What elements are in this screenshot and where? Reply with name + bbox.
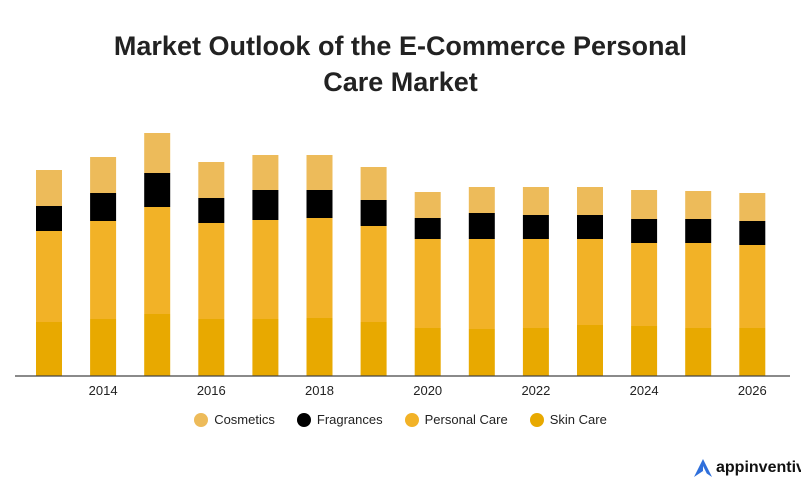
bar-skin-care-2016: [198, 319, 225, 376]
x-tick-label-2020: 2020: [413, 383, 442, 398]
bar-skin-care-2013: [36, 322, 62, 376]
bar-cosmetics-2014: [90, 157, 117, 193]
legend-label: Cosmetics: [214, 412, 275, 427]
bar-skin-care-2020: [414, 328, 441, 376]
bar-cosmetics-2017: [252, 155, 279, 190]
bar-cosmetics-2026: [739, 193, 766, 221]
bar-fragrances-2024: [631, 219, 658, 243]
bar-personal-care-2025: [685, 243, 712, 328]
appinventiv-logo: appinventiv: [693, 458, 801, 478]
bar-personal-care-2013: [36, 231, 62, 322]
bar-cosmetics-2024: [631, 190, 658, 219]
bar-fragrances-2013: [36, 206, 62, 231]
stacked-bar-chart: 2014 2016 2018 2020 2022 2024 2026: [15, 133, 790, 398]
bar-personal-care-2026: [739, 245, 766, 328]
bar-fragrances-2015: [144, 173, 171, 207]
bar-skin-care-2022: [522, 328, 549, 376]
legend-label: Skin Care: [549, 412, 607, 427]
bar-cosmetics-2022: [522, 187, 549, 215]
bar-personal-care-2017: [252, 220, 279, 319]
bar-cosmetics-2023: [577, 187, 603, 215]
legend-item-skin-care: Skin Care: [529, 412, 607, 427]
bar-fragrances-2018: [306, 190, 333, 218]
bar-fragrances-2021: [468, 213, 495, 239]
bar-fragrances-2014: [90, 193, 117, 221]
bar-personal-care-2014: [90, 221, 117, 319]
bar-personal-care-2019: [360, 226, 387, 322]
bar-skin-care-2026: [739, 328, 766, 376]
bar-skin-care-2017: [252, 319, 279, 376]
bar-cosmetics-2021: [468, 187, 495, 213]
x-tick-label-2022: 2022: [521, 383, 550, 398]
bar-fragrances-2016: [198, 198, 225, 223]
bar-skin-care-2024: [631, 326, 658, 376]
bar-personal-care-2018: [306, 218, 333, 318]
legend-item-cosmetics: Cosmetics: [194, 412, 275, 427]
bar-skin-care-2018: [306, 318, 333, 376]
appinventiv-logo-icon: [694, 459, 712, 477]
bar-personal-care-2020: [414, 239, 441, 328]
legend-swatch: [404, 412, 419, 427]
legend-item-fragrances: Fragrances: [296, 412, 383, 427]
x-tick-label-2016: 2016: [197, 383, 226, 398]
bar-skin-care-2014: [90, 319, 117, 376]
bar-personal-care-2023: [577, 239, 603, 325]
bar-skin-care-2021: [468, 329, 495, 376]
bar-fragrances-2022: [522, 215, 549, 239]
bar-personal-care-2021: [468, 239, 495, 329]
bar-skin-care-2025: [685, 328, 712, 376]
chart-title-line-2: Care Market: [323, 67, 478, 97]
chart-title: Market Outlook of the E-Commerce Persona…: [0, 28, 801, 100]
legend-swatch: [529, 412, 544, 427]
bar-personal-care-2024: [631, 243, 658, 326]
bar-fragrances-2017: [252, 190, 279, 220]
legend-swatch: [296, 412, 311, 427]
chart-title-line-1: Market Outlook of the E-Commerce Persona…: [113, 31, 688, 61]
x-tick-label-2026: 2026: [738, 383, 767, 398]
bar-personal-care-2016: [198, 223, 225, 319]
bar-fragrances-2025: [685, 219, 712, 243]
bar-fragrances-2023: [577, 215, 603, 239]
brand-name: appinventiv: [716, 459, 801, 476]
bar-fragrances-2020: [414, 218, 441, 239]
bar-cosmetics-2016: [198, 162, 225, 198]
legend-label: Fragrances: [316, 412, 383, 427]
x-tick-label-2014: 2014: [89, 383, 118, 398]
bar-cosmetics-2019: [360, 167, 387, 200]
x-tick-label-2018: 2018: [305, 383, 334, 398]
bar-skin-care-2019: [360, 322, 387, 376]
bar-cosmetics-2015: [144, 133, 171, 173]
bar-fragrances-2019: [360, 200, 387, 226]
bar-fragrances-2026: [739, 221, 766, 245]
legend: Cosmetics Fragrances Personal Care Skin Car…: [0, 412, 801, 427]
bar-skin-care-2023: [577, 325, 603, 376]
bar-cosmetics-2013: [36, 170, 62, 206]
bar-personal-care-2015: [144, 207, 171, 314]
bar-cosmetics-2025: [685, 191, 712, 219]
legend-item-personal-care: Personal Care: [404, 412, 508, 427]
x-tick-label-2024: 2024: [630, 383, 659, 398]
legend-label: Personal Care: [424, 412, 508, 427]
bar-cosmetics-2020: [414, 192, 441, 218]
bar-cosmetics-2018: [306, 155, 333, 190]
bar-personal-care-2022: [522, 239, 549, 328]
bar-skin-care-2015: [144, 314, 171, 376]
legend-swatch: [194, 412, 209, 427]
